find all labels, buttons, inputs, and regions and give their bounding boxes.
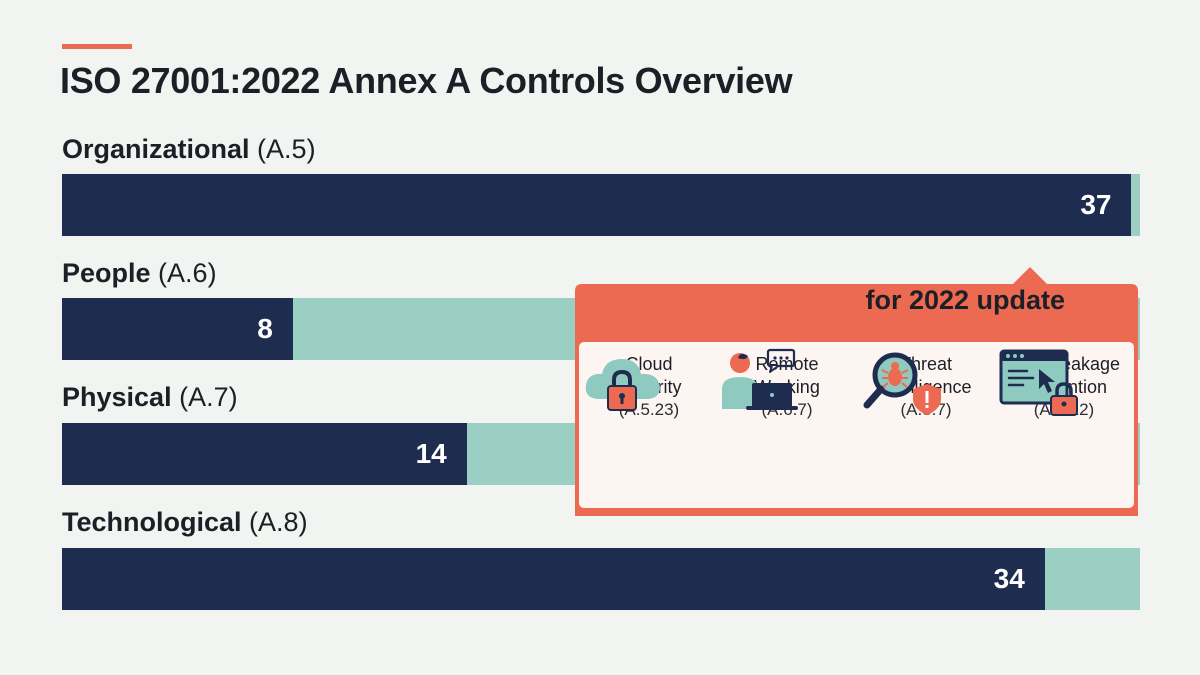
bar-track: 37 [62, 174, 1140, 236]
remote-worker-icon [722, 348, 798, 410]
bar-physical [62, 423, 467, 485]
callout-title-rest: for 2022 update [865, 285, 1066, 315]
bar-organizational [62, 174, 1132, 236]
page-title: ISO 27001:2022 Annex A Controls Overview [60, 60, 793, 101]
bar-track: 34 [62, 548, 1140, 610]
category-name: Physical [62, 382, 172, 412]
category-name: People [62, 258, 151, 288]
category-label-organizational: Organizational (A.5) [62, 134, 316, 165]
bar-people [62, 298, 294, 360]
new-controls-callout: 11 New Controls for 2022 update CloudSec… [572, 267, 1141, 516]
callout-title-highlight: 11 New Controls [647, 285, 858, 315]
new-control-remote-working: RemoteWorking (A.6.7) [716, 347, 858, 421]
callout-title: 11 New Controls for 2022 update [572, 285, 1141, 316]
callout-body [579, 342, 1134, 508]
category-code: (A.6) [158, 258, 217, 288]
category-label-physical: Physical (A.7) [62, 382, 238, 413]
new-control-cloud-security: CloudSecurity (A.5.23) [578, 347, 720, 421]
bar-value-label: 14 [415, 438, 447, 469]
category-name: Technological [62, 507, 242, 537]
category-label-technological: Technological (A.8) [62, 507, 308, 538]
bar-value-label: 37 [1080, 189, 1112, 220]
category-code: (A.8) [249, 507, 308, 537]
category-label-people: People (A.6) [62, 258, 217, 289]
bar-technological [62, 548, 1045, 610]
bar-value-label: 34 [993, 563, 1025, 594]
title-accent-line [62, 44, 132, 49]
callout-frame [575, 267, 1138, 516]
category-code: (A.5) [257, 134, 316, 164]
bar-value-label: 8 [257, 313, 273, 344]
threat-magnifier-icon [863, 352, 941, 415]
category-code: (A.7) [179, 382, 238, 412]
browser-lock-icon [999, 349, 1078, 416]
cloud-lock-icon [585, 359, 660, 411]
category-name: Organizational [62, 134, 250, 164]
new-control-data-leakage-prevention: Data LeakagePrevention (A.8.12) [993, 347, 1135, 421]
new-control-threat-intelligence: ThreatIntelligence (A.5.7) [855, 347, 997, 421]
